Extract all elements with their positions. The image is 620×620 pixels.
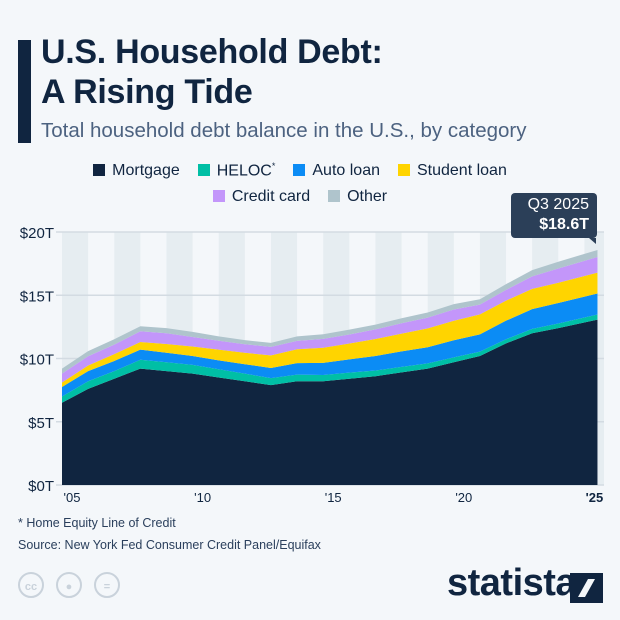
legend-item-auto-loan: Auto loan: [293, 162, 380, 180]
statista-logo[interactable]: statista: [447, 562, 577, 605]
legend-swatch: [293, 164, 306, 177]
x-tick-label: '25: [586, 490, 604, 505]
y-tick-label: $15T: [20, 288, 54, 305]
area-auto-loan: [62, 293, 598, 397]
footnote: * Home Equity Line of Credit: [18, 516, 176, 530]
legend-swatch: [197, 164, 210, 177]
x-tick-label: '20: [455, 490, 472, 505]
title-accent-bar: [18, 40, 31, 143]
title-line-2: A Rising Tide: [41, 73, 253, 111]
legend-swatch: [328, 190, 341, 202]
legend-swatch: [93, 164, 106, 177]
legend-label: Auto loan: [312, 162, 380, 180]
legend-item-other: Other: [328, 188, 387, 206]
legend-label: Other: [347, 188, 388, 205]
nd-icon[interactable]: =: [94, 572, 120, 598]
legend-item-heloc: HELOC*: [197, 161, 276, 180]
x-tick-label: '15: [325, 490, 342, 505]
x-tick-label: '10: [194, 490, 211, 505]
legend-swatch: [212, 190, 225, 202]
area-mortgage: [62, 319, 598, 485]
y-tick-label: $10T: [20, 352, 54, 369]
legend-label: Mortgage: [112, 162, 180, 180]
by-icon[interactable]: ●: [56, 572, 82, 598]
title-line-1: U.S. Household Debt:: [41, 33, 383, 71]
legend-item-mortgage: Mortgage: [93, 162, 180, 180]
chart-title: U.S. Household Debt: A Rising Tide: [41, 32, 383, 112]
x-tick-label: '05: [64, 490, 81, 505]
legend-label: Student loan: [416, 162, 507, 180]
legend-footnote-marker: *: [271, 161, 276, 171]
legend-label: Credit card: [231, 188, 311, 205]
legend-swatch: [397, 164, 410, 177]
legend-label: HELOC: [216, 162, 272, 180]
callout-period: Q3 2025: [527, 196, 589, 213]
latest-value-callout: Q3 2025 $18.6T: [511, 193, 597, 244]
y-tick-label: $0T: [28, 478, 54, 495]
chart-subtitle: Total household debt balance in the U.S.…: [41, 119, 527, 142]
legend-row-1: Mortgage HELOC* Auto loan Student loan: [0, 161, 600, 180]
brand-text: statista: [447, 562, 577, 604]
callout-value: $18.6T: [539, 216, 589, 233]
y-tick-label: $5T: [28, 415, 54, 432]
legend-item-credit-card: Credit card: [212, 188, 311, 206]
y-tick-label: $20T: [20, 225, 54, 242]
source-note: Source: New York Fed Consumer Credit Pan…: [18, 538, 321, 552]
cc-icon[interactable]: cc: [18, 572, 44, 598]
legend-item-student-loan: Student loan: [397, 162, 507, 180]
legend-row-2: Credit card Other: [0, 188, 600, 206]
